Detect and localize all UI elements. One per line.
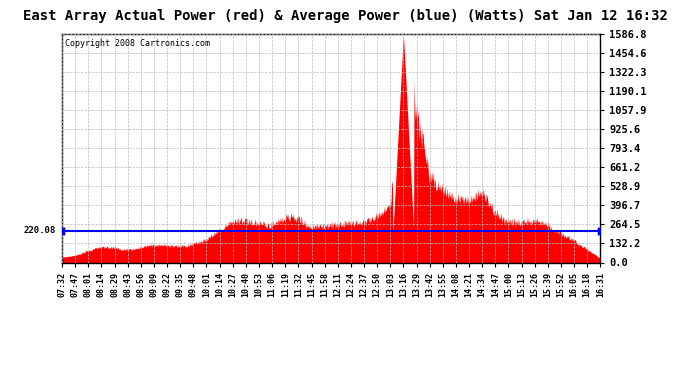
Text: 220.08: 220.08 bbox=[23, 226, 55, 235]
Text: Copyright 2008 Cartronics.com: Copyright 2008 Cartronics.com bbox=[65, 39, 210, 48]
Text: East Array Actual Power (red) & Average Power (blue) (Watts) Sat Jan 12 16:32: East Array Actual Power (red) & Average … bbox=[23, 9, 667, 22]
